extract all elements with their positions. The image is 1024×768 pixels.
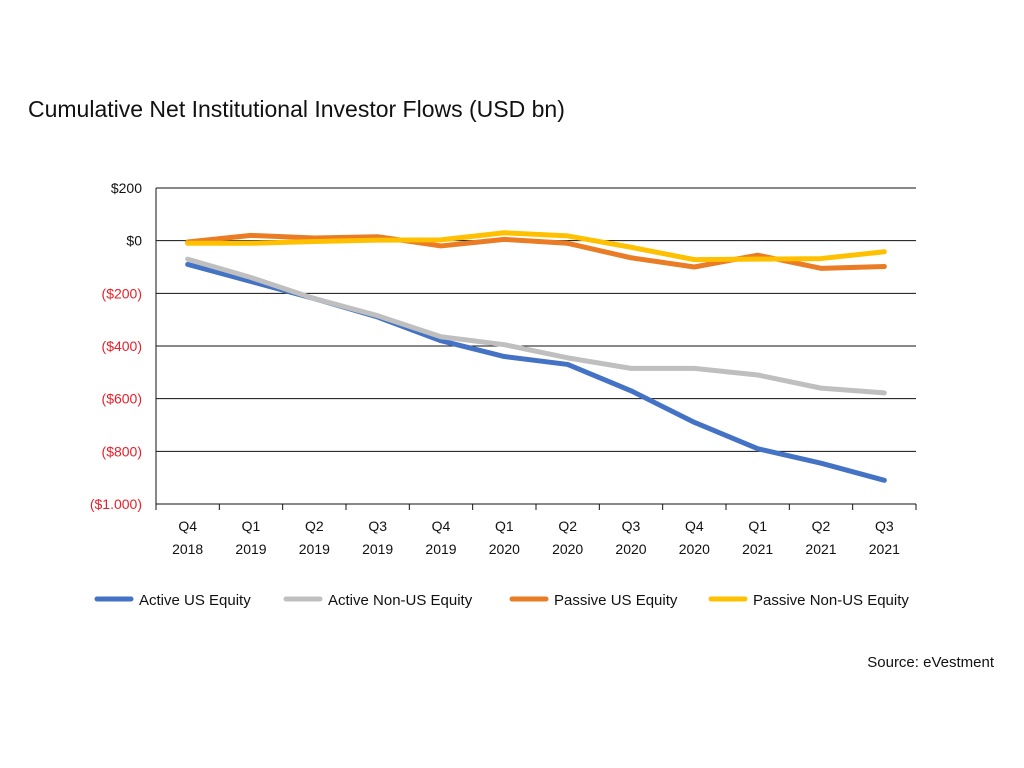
legend: Active US Equity Active Non-US Equity Pass… (94, 592, 909, 609)
y-tick-label: $0 (126, 233, 142, 249)
x-tick-label-quarter: Q2 (558, 518, 577, 534)
x-tick-label-year: 2019 (362, 541, 393, 557)
x-tick-label-year: 2020 (552, 541, 583, 557)
axes (155, 188, 917, 510)
y-tick-label: $200 (111, 180, 142, 196)
x-tick-label-year: 2019 (235, 541, 266, 557)
legend-label: Passive US Equity (554, 592, 678, 609)
y-tick-label: ($1.000) (90, 496, 142, 512)
legend-label: Active Non-US Equity (328, 592, 473, 609)
x-tick-label-year: 2019 (425, 541, 456, 557)
x-tick-label-quarter: Q1 (242, 518, 261, 534)
legend-label: Passive Non-US Equity (753, 592, 909, 609)
x-tick-label-year: 2021 (869, 541, 900, 557)
series-line-3 (185, 230, 887, 263)
chart-title: Cumulative Net Institutional Investor Fl… (28, 96, 565, 122)
y-tick-label: ($400) (102, 338, 142, 354)
x-tick-label-year: 2020 (679, 541, 710, 557)
series-line-1 (185, 256, 887, 396)
x-tick-label-quarter: Q1 (748, 518, 767, 534)
x-tick-label-year: 2021 (742, 541, 773, 557)
x-tick-label-quarter: Q4 (685, 518, 704, 534)
x-tick-label-year: 2019 (299, 541, 330, 557)
x-tick-label-quarter: Q1 (495, 518, 514, 534)
series-line-0 (185, 261, 887, 483)
x-tick-label-quarter: Q3 (875, 518, 894, 534)
x-tick-label-year: 2020 (489, 541, 520, 557)
x-tick-label-quarter: Q4 (432, 518, 451, 534)
series-lines (185, 230, 887, 483)
y-tick-label: ($600) (102, 391, 142, 407)
legend-label: Active US Equity (139, 592, 251, 609)
x-tick-label-quarter: Q3 (368, 518, 387, 534)
grid-lines (156, 187, 916, 452)
x-tick-label-year: 2018 (172, 541, 203, 557)
y-tick-label: ($200) (102, 285, 142, 301)
x-tick-label-year: 2021 (805, 541, 836, 557)
x-tick-label-quarter: Q4 (178, 518, 197, 534)
x-tick-label-quarter: Q3 (622, 518, 641, 534)
chart-source: Source: eVestment (867, 654, 994, 671)
y-tick-label: ($800) (102, 443, 142, 459)
x-tick-label-year: 2020 (615, 541, 646, 557)
y-tick-labels: $200 $0 ($200) ($400) ($600) ($800) ($1.000) (90, 180, 142, 512)
x-tick-labels: Q4 2018 Q1 2019 Q2 2019 Q3 2019 Q4 2019 Q1 2020 Q2 20… (172, 518, 900, 557)
x-tick-label-quarter: Q2 (812, 518, 831, 534)
x-tick-label-quarter: Q2 (305, 518, 324, 534)
